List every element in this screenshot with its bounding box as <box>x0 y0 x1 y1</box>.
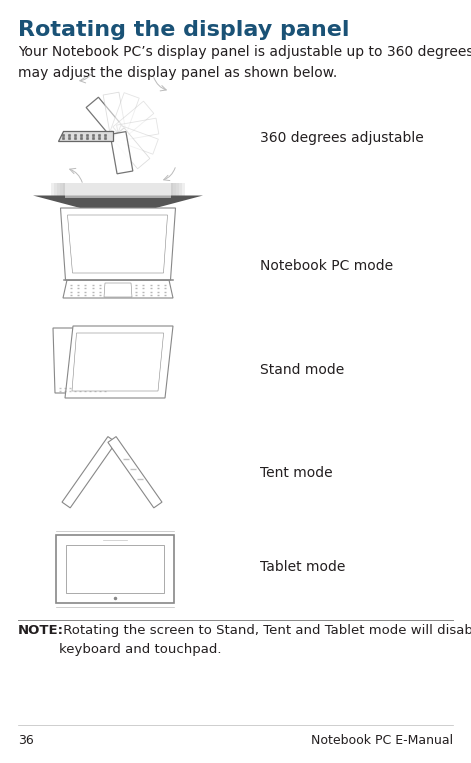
Polygon shape <box>63 280 173 298</box>
Polygon shape <box>86 97 124 138</box>
Text: Rotating the screen to Stand, Tent and Tablet mode will disable the
keyboard and: Rotating the screen to Stand, Tent and T… <box>59 624 471 655</box>
Polygon shape <box>58 131 113 141</box>
Polygon shape <box>51 183 185 195</box>
Polygon shape <box>60 208 176 280</box>
Polygon shape <box>53 328 110 393</box>
Text: Your Notebook PC’s display panel is adjustable up to 360 degrees. You
may adjust: Your Notebook PC’s display panel is adju… <box>18 45 471 79</box>
Text: Notebook PC E-Manual: Notebook PC E-Manual <box>311 735 453 748</box>
Polygon shape <box>57 183 179 195</box>
Polygon shape <box>111 92 139 136</box>
Text: Tablet mode: Tablet mode <box>260 560 345 574</box>
Polygon shape <box>108 436 162 508</box>
Polygon shape <box>66 545 164 593</box>
Polygon shape <box>113 101 154 139</box>
Polygon shape <box>67 215 168 273</box>
Polygon shape <box>65 326 173 398</box>
Polygon shape <box>54 183 182 195</box>
Polygon shape <box>62 436 116 508</box>
Text: 36: 36 <box>18 735 34 748</box>
Polygon shape <box>110 131 133 174</box>
Polygon shape <box>63 183 173 195</box>
Text: Tent mode: Tent mode <box>260 466 333 480</box>
Polygon shape <box>115 125 158 154</box>
Text: Stand mode: Stand mode <box>260 363 344 377</box>
Polygon shape <box>104 283 132 297</box>
Polygon shape <box>56 535 174 603</box>
Text: 360 degrees adjustable: 360 degrees adjustable <box>260 131 424 145</box>
Polygon shape <box>72 333 163 391</box>
Polygon shape <box>63 183 173 195</box>
Polygon shape <box>65 181 171 198</box>
Text: Rotating the display panel: Rotating the display panel <box>18 20 349 40</box>
Polygon shape <box>117 118 159 141</box>
Polygon shape <box>103 92 126 134</box>
Text: Notebook PC mode: Notebook PC mode <box>260 259 393 273</box>
Text: NOTE:: NOTE: <box>18 624 64 637</box>
Polygon shape <box>112 128 150 169</box>
Polygon shape <box>60 183 176 195</box>
Polygon shape <box>33 195 203 218</box>
